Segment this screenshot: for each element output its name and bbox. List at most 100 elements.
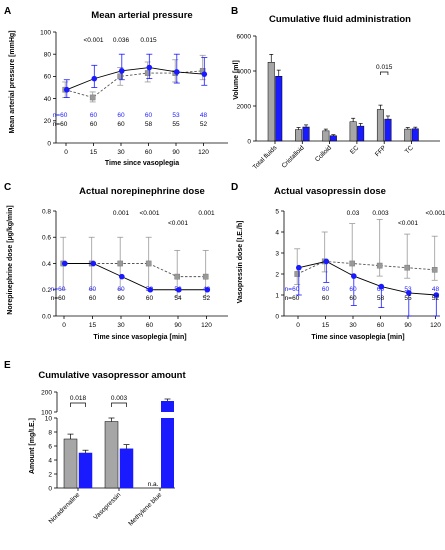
plotE-ytick-label-low-1: 2: [48, 471, 52, 478]
plotA-n-1-0: n=60: [53, 121, 68, 128]
plotC-n-1-4: 54: [174, 295, 182, 302]
plotB-bar-s0-5: [404, 128, 412, 142]
panel-c-title: Actual norepinephrine dose: [79, 186, 205, 197]
plotA-ytick-label-1: 20: [44, 118, 52, 125]
plotB-bar-s1-2: [329, 135, 337, 142]
plotD-n-0-3: 60: [377, 286, 385, 293]
panel-d-title: Actual vasopressin dose: [274, 186, 386, 197]
plotA-ytick-label-0: 0: [47, 140, 51, 147]
plotA-n-1-2: 60: [117, 121, 125, 128]
plotE-pbracket-0: [70, 402, 86, 407]
plotD-n-0-0: n=60: [285, 286, 300, 293]
plotA-n-1-5: 52: [200, 121, 208, 128]
plotA-xtick-label-4: 90: [172, 149, 180, 156]
plotD-ytick-label-0: 0: [275, 313, 279, 320]
plotE-pvalue-1: 0.003: [111, 395, 128, 402]
plotD-n-1-5: 52: [432, 295, 440, 302]
panel-d-ylabel: Vasopressin dose [I.E./h]: [237, 221, 244, 304]
plotB-bar-s1-4: [384, 118, 392, 142]
plotA-n-0-3: 60: [145, 112, 153, 119]
plotD-series-line-1: [297, 260, 435, 275]
plotB-xtick-label-0: Total fluids: [252, 144, 279, 171]
plotC-n-0-1: 60: [89, 286, 97, 293]
plotC-s0-point-4: [176, 286, 182, 293]
panel-c: C Actual norepinephrine dose Norepinephr…: [4, 182, 228, 341]
plotB-xtick-label-5: TC: [404, 144, 415, 155]
plotA-n-0-2: 60: [117, 112, 125, 119]
plotD-n-1-1: 60: [322, 295, 330, 302]
plotE-bar-s1-2-lower: [161, 418, 174, 488]
plotA-n-0-4: 53: [172, 112, 180, 119]
plotC-n-0-4: 52: [174, 286, 182, 293]
plotC-xtick-label-4: 90: [174, 322, 182, 329]
plotB-bar-s1-5: [411, 128, 419, 142]
plotB-xtick-label-2: Colloid: [314, 144, 333, 163]
plotB-bar-s0-0: [267, 62, 275, 142]
plotD-pvalue-1: 0.003: [372, 210, 389, 217]
plotE-ytick-label-high-1: 200: [41, 389, 52, 396]
panel-letter-e: E: [4, 360, 11, 371]
plotD-s0-point-5: [433, 292, 440, 298]
plotD-s0-point-0: [296, 264, 302, 271]
plotE-ytick-label-high-0: 100: [41, 409, 52, 416]
plotB-ytick-label-3: 6000: [237, 33, 252, 40]
plotB-ytick-label-1: 2000: [237, 103, 252, 110]
plotD-s0-point-2: [351, 273, 357, 279]
plotD-ytick-label-5: 5: [275, 208, 279, 215]
panel-d-xlabel: Time since vasoplegia [min]: [311, 334, 404, 341]
plotA-pvalue-0: <0.001: [83, 37, 103, 44]
panel-e: E Cumulative vasopressor amount Amount […: [4, 360, 186, 528]
plotC-pvalue-2: 0.001: [198, 210, 215, 217]
plotE-xtick-label-0: Noradrenaline: [48, 491, 82, 525]
plotD-pvalue-3: <0.001: [398, 220, 418, 227]
plotA-xtick-label-2: 30: [117, 149, 125, 156]
plotB-pbracket-0: [380, 71, 389, 75]
panel-a: A Mean arterial pressure Mean arterial p…: [4, 6, 228, 167]
plotD-ytick-label-4: 4: [275, 229, 279, 236]
plotE-xtick-label-1: Vasopressin: [93, 491, 123, 521]
plotE-pvalue-0: 0.018: [70, 395, 87, 402]
plotC-ytick-label-1: 0.2: [42, 287, 51, 294]
plotA-xtick-label-5: 120: [198, 149, 209, 156]
plotA-n-1-1: 60: [90, 121, 98, 128]
plotC-n-0-5: 48: [203, 286, 211, 293]
plotE-bar-s1-0: [78, 452, 93, 489]
plotC-xtick-label-0: 0: [62, 322, 66, 329]
plotD-n-0-4: 53: [404, 286, 412, 293]
plotA-s0-point-4: [174, 69, 180, 75]
plotB-bar-s1-0: [275, 76, 283, 142]
plotD-s0-point-1: [323, 258, 330, 265]
plotC-n-0-0: n=60: [51, 286, 66, 293]
plotC-xtick-label-1: 15: [89, 322, 97, 329]
plotD-n-0-1: 60: [322, 286, 330, 293]
plotB-xtick-label-4: FFP: [374, 144, 388, 158]
plotC-n-0-3: 58: [146, 286, 154, 293]
plotC-series-line-1: [63, 263, 206, 278]
plotA-s1-point-2: [117, 73, 123, 80]
plotE-bar-s0-0: [63, 438, 78, 489]
plotC-xtick-label-5: 120: [201, 322, 212, 329]
plotD-n-0-2: 60: [349, 286, 357, 293]
plotE-ytick-label-low-0: 0: [48, 485, 52, 492]
plotA-ytick-label-2: 40: [44, 96, 52, 103]
plotD-s1-point-0: [294, 271, 301, 277]
plotA-ytick-label-4: 80: [44, 52, 52, 59]
panel-c-xlabel: Time since vasoplegia [min]: [93, 334, 186, 341]
plotD-xtick-label-0: 0: [296, 322, 300, 329]
plotB-bar-s0-2: [322, 130, 330, 142]
plotD-series-line-0: [298, 260, 437, 296]
panel-a-xlabel: Time since vasoplegia: [105, 160, 179, 167]
panel-d-plot: 0 1 2 3 4 5 0 15 30 60 90 120 0.03 0.003 <0.001 <0.001 n…: [275, 208, 445, 329]
plotE-ytick-label-low-4: 8: [48, 429, 52, 436]
plotB-pvalue-0: 0.015: [376, 64, 393, 71]
panel-letter-a: A: [4, 6, 11, 17]
plotD-s1-point-2: [349, 260, 356, 267]
plotC-n-1-5: 52: [203, 295, 211, 302]
plotE-bar-s0-1: [104, 421, 119, 489]
plotA-n-0-0: n=60: [53, 112, 68, 119]
plotD-n-0-5: 48: [432, 286, 440, 293]
plotB-ytick-label-0: 0: [247, 138, 251, 145]
plotE-xtick-label-2: Methylene blue: [127, 491, 163, 527]
plotA-series-line-1: [65, 70, 203, 98]
plotC-ytick-label-0: 0.0: [42, 313, 51, 320]
